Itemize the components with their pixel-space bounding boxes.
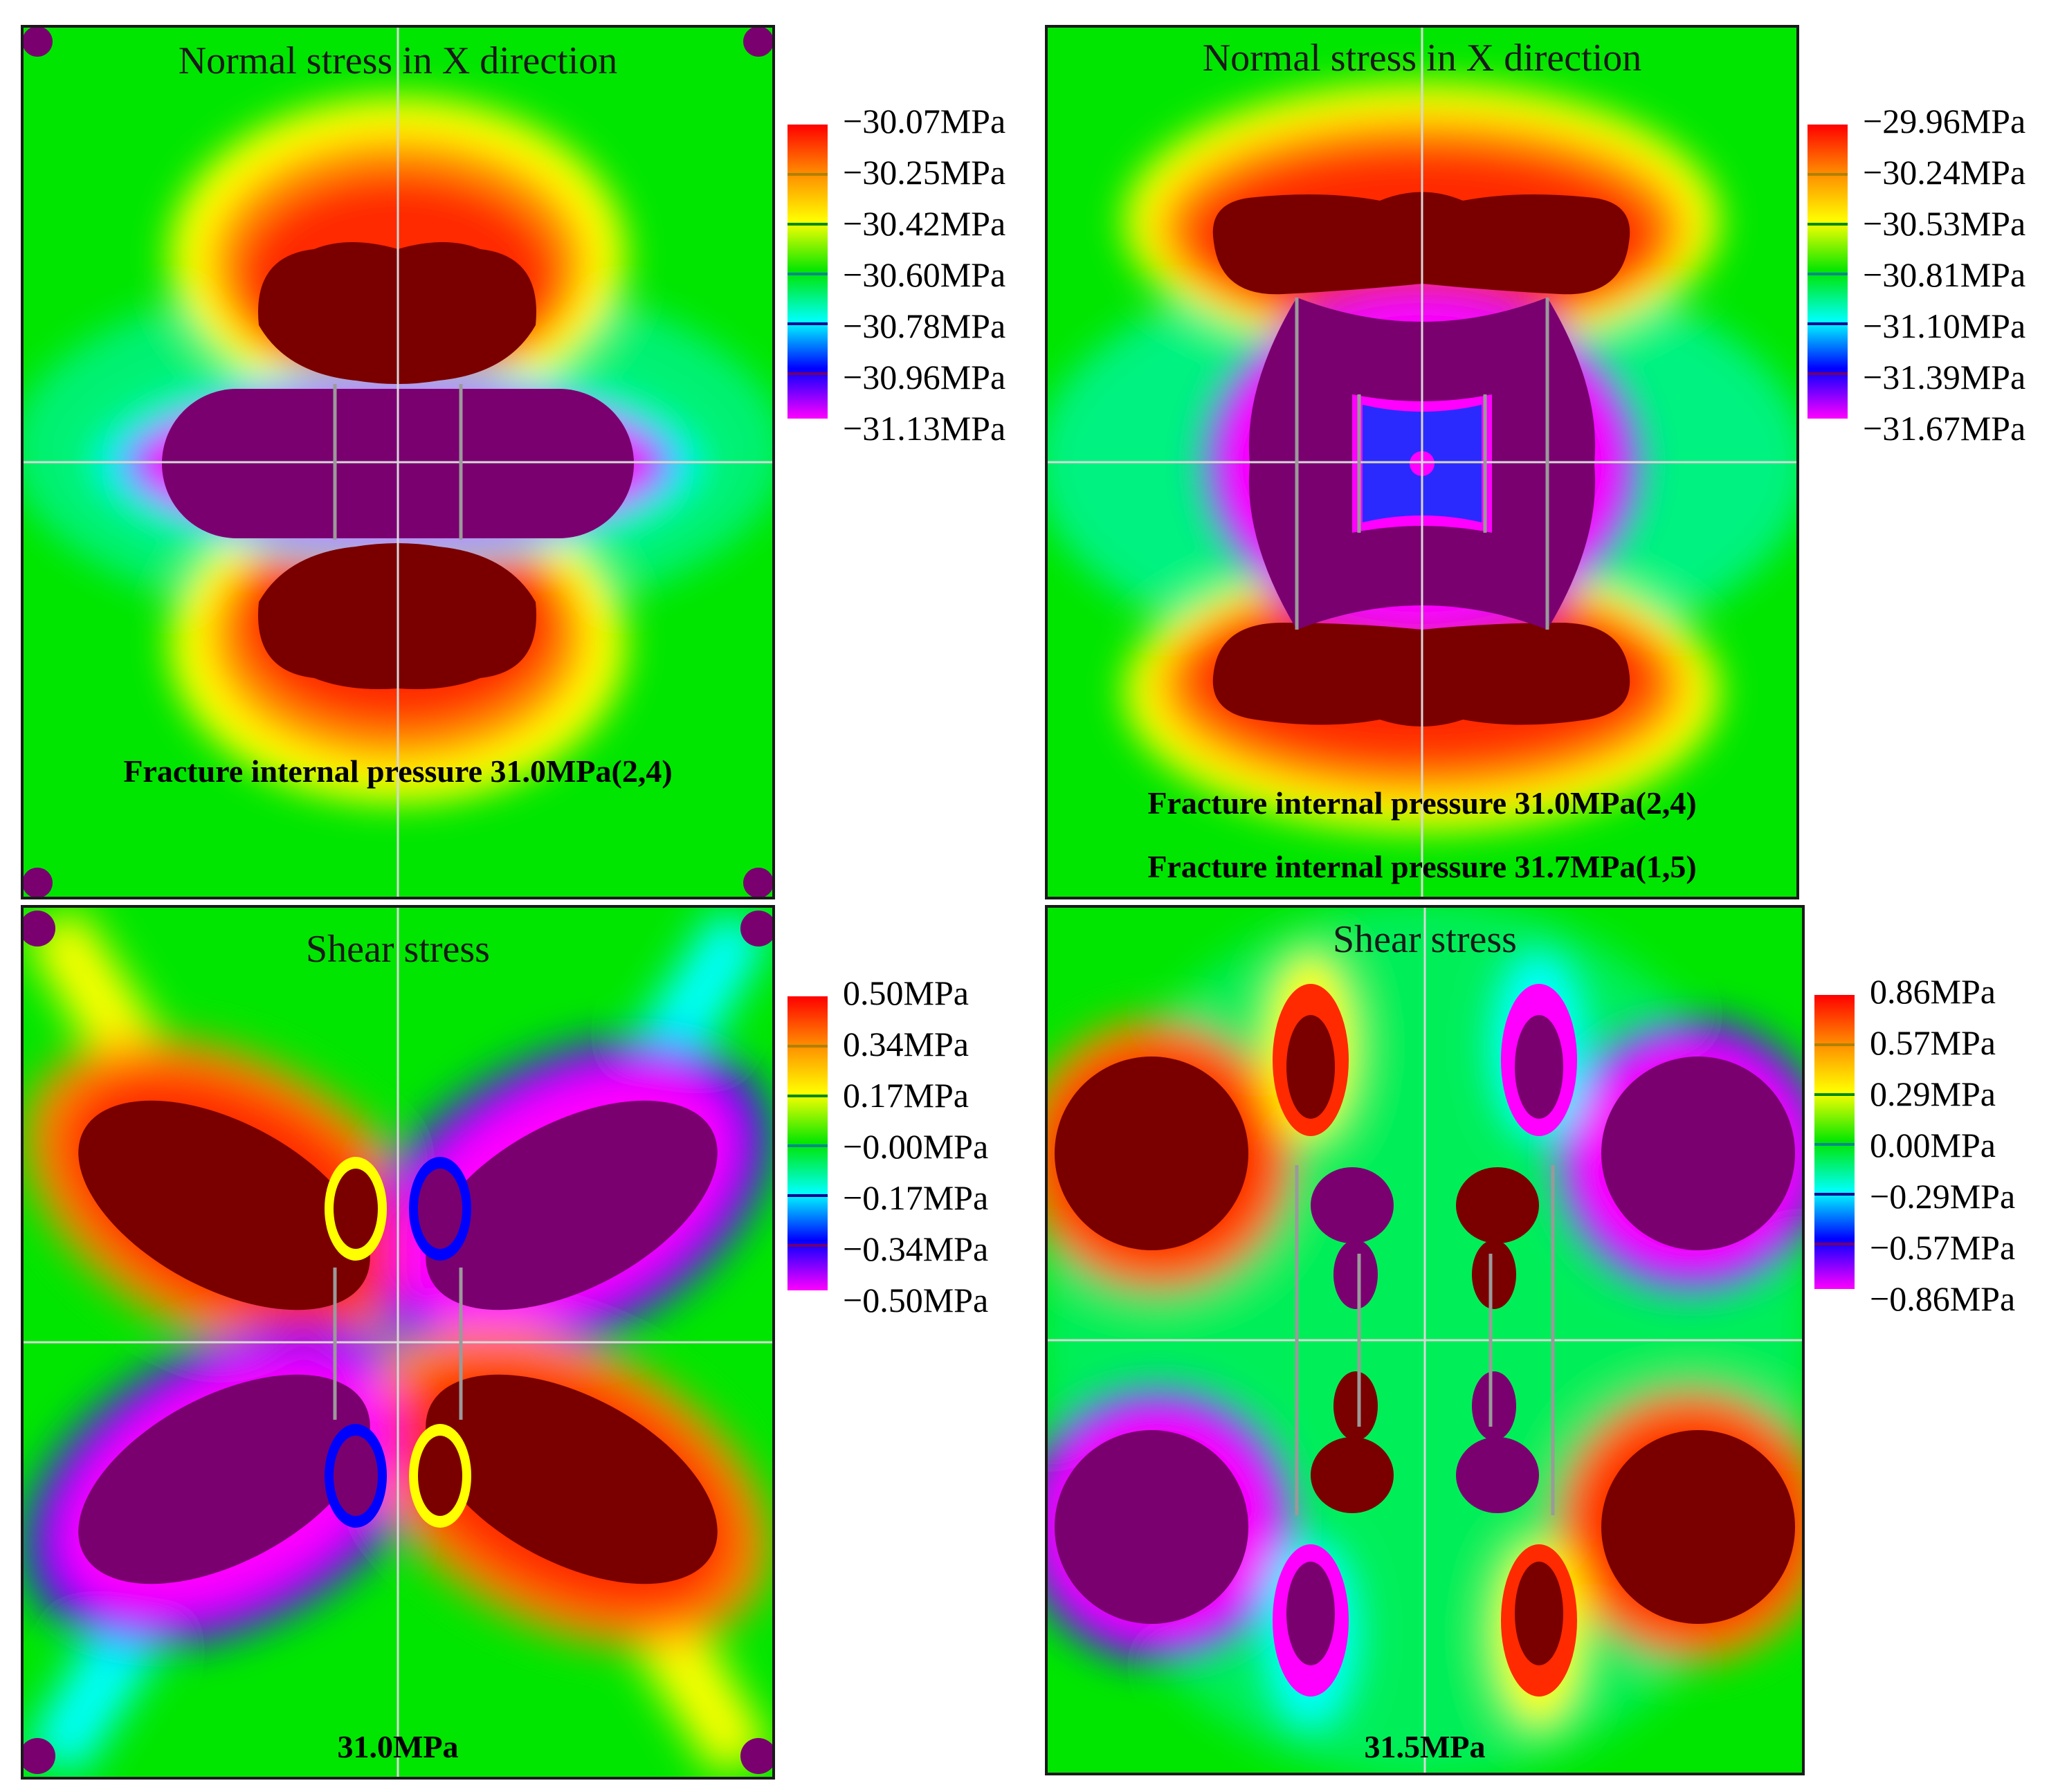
pressure-note: Fracture internal pressure 31.0MPa(2,4) xyxy=(123,753,673,789)
max-lobe xyxy=(78,1100,370,1310)
legend-label: 0.86MPa xyxy=(1870,972,1996,1011)
contour-plot xyxy=(24,908,772,1777)
legend-label: 0.50MPa xyxy=(843,973,969,1012)
panel-title: Shear stress xyxy=(1333,918,1517,961)
legend-label: −30.81MPa xyxy=(1863,255,2026,294)
legend-label: 0.00MPa xyxy=(1870,1126,1996,1164)
panel-title: Normal stress in X direction xyxy=(1202,37,1642,80)
legend-label: −31.10MPa xyxy=(1863,307,2026,345)
panel-shear-stress-left: Shear stress 31.0MPa xyxy=(21,905,775,1780)
min-lobe xyxy=(1055,1430,1248,1624)
legend-label: −31.67MPa xyxy=(1863,409,2026,448)
panel-normal-stress-left: Normal stress in X direction Fracture in… xyxy=(21,25,775,899)
legend-label: −31.13MPa xyxy=(843,409,1006,448)
legend-label: −30.78MPa xyxy=(843,307,1006,345)
legend-label: −30.42MPa xyxy=(843,204,1006,243)
legend-label: −30.25MPa xyxy=(843,153,1006,192)
pressure-note: Fracture internal pressure 31.0MPa(2,4) xyxy=(1147,785,1697,821)
max-lobe xyxy=(1601,1430,1795,1624)
contour-plot xyxy=(1048,28,1796,897)
legend-label: −30.07MPa xyxy=(843,102,1006,140)
legend-label: 0.34MPa xyxy=(843,1025,969,1063)
legend-label: −30.24MPa xyxy=(1863,153,2026,192)
pressure-note: 31.5MPa xyxy=(1364,1729,1486,1764)
legend-label: −30.96MPa xyxy=(843,358,1006,396)
legend-label: −0.50MPa xyxy=(843,1281,989,1319)
legend-label: −31.39MPa xyxy=(1863,358,2026,396)
legend-label: −0.00MPa xyxy=(843,1127,989,1166)
max-lobe xyxy=(426,1374,718,1584)
legend-label: −29.96MPa xyxy=(1863,102,2026,140)
legend-label: −0.57MPa xyxy=(1870,1228,2016,1267)
legend-label: −30.53MPa xyxy=(1863,204,2026,243)
color-scale-legend: 0.50MPa 0.34MPa 0.17MPa −0.00MPa −0.17MP… xyxy=(787,976,1050,1335)
min-lobe xyxy=(426,1100,718,1310)
legend-label: −0.86MPa xyxy=(1870,1279,2016,1318)
color-scale-legend: −30.07MPa −30.25MPa −30.42MPa −30.60MPa … xyxy=(787,104,1050,464)
color-scale-legend: 0.86MPa 0.57MPa 0.29MPa 0.00MPa −0.29MPa… xyxy=(1814,974,2064,1334)
pressure-note: Fracture internal pressure 31.7MPa(1,5) xyxy=(1147,849,1697,884)
legend-label: 0.57MPa xyxy=(1870,1023,1996,1062)
panel-title: Shear stress xyxy=(306,928,490,971)
legend-label: −0.34MPa xyxy=(843,1229,989,1268)
panel-normal-stress-right: Normal stress in X direction Fracture in… xyxy=(1045,25,1799,899)
legend-label: −0.29MPa xyxy=(1870,1177,2016,1216)
pressure-note: 31.0MPa xyxy=(337,1729,459,1764)
min-lobe xyxy=(78,1374,370,1584)
contour-plot xyxy=(24,28,772,897)
legend-label: −0.17MPa xyxy=(843,1178,989,1217)
legend-label: 0.29MPa xyxy=(1870,1075,1996,1113)
legend-label: 0.17MPa xyxy=(843,1076,969,1115)
max-lobe xyxy=(1055,1057,1248,1250)
contour-plot xyxy=(1048,908,1802,1773)
legend-label: −30.60MPa xyxy=(843,255,1006,294)
color-scale-legend: −29.96MPa −30.24MPa −30.53MPa −30.81MPa … xyxy=(1808,104,2064,464)
panel-shear-stress-right: Shear stress 31.5MPa xyxy=(1045,905,1805,1775)
min-lobe xyxy=(1601,1057,1795,1250)
panel-title: Normal stress in X direction xyxy=(178,39,618,82)
